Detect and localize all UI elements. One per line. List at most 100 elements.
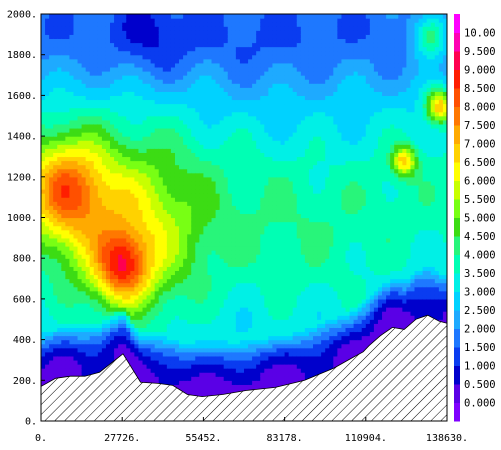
field-cell [150, 168, 156, 174]
field-cell [118, 254, 123, 259]
field-cell [174, 136, 180, 141]
field-cell [105, 339, 111, 345]
field-cell [41, 66, 46, 72]
field-cell [97, 180, 103, 186]
field-cell [53, 323, 58, 328]
field-cell [101, 107, 107, 113]
field-cell [199, 205, 204, 210]
field-cell [199, 270, 204, 276]
field-cell [101, 335, 107, 341]
field-cell [146, 258, 152, 263]
field-cell [85, 189, 91, 194]
field-cell [179, 58, 184, 64]
field-cell [114, 307, 119, 312]
field-cell [166, 368, 172, 373]
field-cell [191, 343, 196, 349]
field-cell [235, 189, 241, 194]
field-cell [223, 233, 229, 239]
field-cell [97, 193, 103, 198]
field-cell [211, 274, 217, 280]
field-cell [150, 107, 156, 113]
field-cell [158, 50, 164, 56]
field-cell [57, 282, 62, 288]
field-cell [179, 331, 184, 337]
field-cell [97, 311, 103, 316]
field-cell [89, 262, 95, 267]
field-cell [122, 323, 127, 328]
field-cell [126, 30, 131, 35]
field-cell [118, 197, 123, 202]
field-cell [101, 351, 107, 357]
field-cell [227, 160, 233, 166]
field-cell [179, 225, 184, 231]
field-cell [158, 205, 164, 210]
field-cell [227, 18, 233, 23]
field-cell [101, 123, 107, 129]
field-cell [191, 359, 196, 365]
field-cell [154, 331, 160, 337]
field-cell [179, 164, 184, 170]
field-cell [41, 38, 46, 44]
field-cell [158, 34, 164, 40]
field-cell [183, 286, 188, 292]
field-cell [183, 136, 188, 141]
field-cell [187, 364, 192, 369]
field-cell [179, 201, 184, 206]
field-cell [146, 294, 152, 300]
field-cell [191, 34, 196, 40]
field-cell [231, 302, 237, 308]
field-cell [73, 302, 79, 308]
field-cell [53, 286, 58, 292]
field-cell [183, 368, 188, 373]
field-cell [215, 79, 221, 84]
field-cell [231, 335, 237, 341]
field-cell [69, 91, 75, 96]
field-cell [110, 197, 115, 202]
field-cell [154, 176, 160, 182]
field-cell [150, 221, 156, 227]
field-cell [162, 54, 168, 60]
field-cell [77, 298, 83, 304]
field-cell [93, 290, 99, 296]
field-cell [73, 245, 79, 251]
field-cell [179, 278, 184, 284]
field-cell [93, 189, 99, 194]
field-cell [97, 54, 103, 60]
field-cell [93, 364, 99, 369]
field-cell [89, 331, 95, 337]
field-cell [191, 184, 196, 190]
field-cell [187, 22, 192, 27]
field-cell [179, 294, 184, 300]
field-cell [235, 376, 241, 381]
field-cell [199, 335, 204, 341]
field-cell [93, 18, 99, 23]
field-cell [223, 127, 229, 133]
field-cell [138, 286, 144, 292]
field-cell [53, 209, 58, 215]
field-cell [207, 347, 213, 353]
field-cell [49, 79, 54, 84]
field-cell [134, 201, 140, 206]
field-cell [89, 302, 95, 308]
field-cell [146, 75, 152, 80]
field-cell [231, 34, 237, 40]
field-cell [195, 83, 200, 88]
field-cell [130, 225, 135, 231]
field-cell [146, 351, 152, 357]
field-cell [195, 209, 200, 215]
field-cell [227, 176, 233, 182]
field-cell [126, 164, 131, 170]
field-cell [61, 136, 66, 141]
field-cell [85, 213, 91, 219]
field-cell [69, 46, 75, 52]
field-cell [61, 58, 66, 64]
field-cell [134, 294, 140, 300]
field-cell [199, 245, 204, 251]
field-cell [138, 123, 144, 129]
field-cell [65, 144, 71, 149]
field-cell [85, 136, 91, 141]
field-cell [65, 79, 71, 84]
field-cell [170, 127, 176, 133]
field-cell [69, 107, 75, 113]
field-cell [81, 347, 87, 353]
